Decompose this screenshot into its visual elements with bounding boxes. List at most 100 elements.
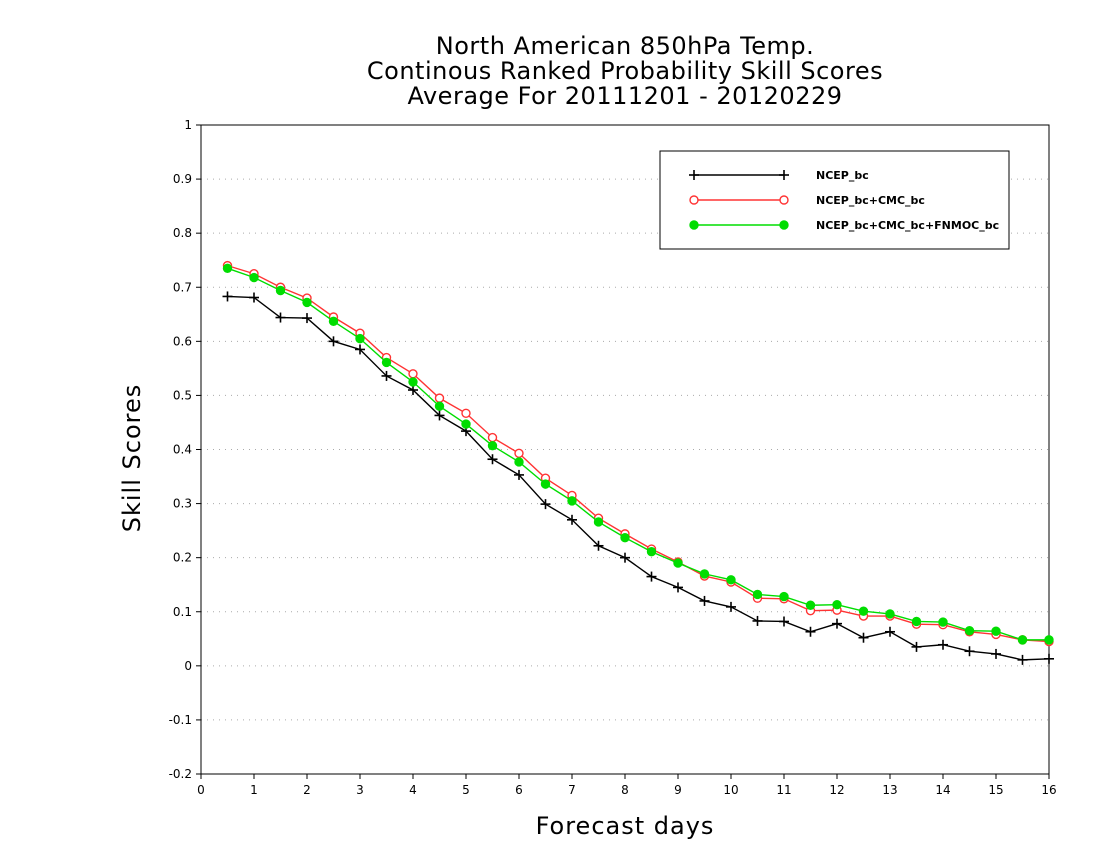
y-tick-label: 0.5	[173, 388, 192, 402]
data-point	[938, 639, 948, 650]
data-point	[275, 312, 286, 323]
data-point	[249, 292, 259, 303]
data-point	[805, 626, 816, 637]
data-point	[514, 469, 524, 480]
x-tick-label: 12	[829, 783, 844, 797]
y-tick-label: 0.7	[173, 280, 192, 294]
data-point	[328, 336, 339, 347]
data-point	[461, 419, 471, 429]
data-point	[964, 646, 975, 657]
series-2	[222, 263, 1054, 645]
data-point	[646, 547, 657, 557]
x-tick-label: 10	[723, 783, 738, 797]
y-tick-label: -0.2	[169, 767, 192, 781]
data-point	[991, 648, 1001, 659]
data-point	[275, 285, 286, 296]
legend-marker	[779, 220, 789, 230]
chart-title: North American 850hPa Temp. Continous Ra…	[0, 34, 1100, 109]
x-tick-label: 14	[935, 783, 950, 797]
data-point	[885, 609, 895, 619]
legend-entry: NCEP_bc	[689, 169, 869, 182]
data-point	[249, 272, 259, 283]
series-group	[222, 260, 1054, 665]
data-point	[620, 552, 630, 563]
data-point	[779, 591, 789, 602]
data-point	[381, 370, 392, 381]
x-axis: 0 1 2 3 4 5 6 7 8 9 10 11 12 13 14 15 16	[197, 774, 1057, 797]
y-tick-label: 0.9	[173, 172, 192, 186]
data-point	[1044, 635, 1054, 645]
grid-lines	[201, 178, 1049, 721]
data-point	[487, 432, 498, 443]
data-point	[779, 616, 789, 627]
y-tick-label: 0.2	[173, 551, 192, 565]
series-line	[227, 264, 1050, 643]
data-point	[514, 448, 524, 458]
data-point	[673, 582, 683, 593]
y-tick-label: 0.1	[173, 605, 192, 619]
data-point	[858, 606, 869, 616]
data-point	[567, 496, 577, 506]
data-point	[832, 600, 842, 610]
legend-marker	[689, 220, 699, 230]
data-point	[434, 393, 445, 403]
series-line	[227, 295, 1050, 661]
data-point	[699, 569, 710, 579]
y-tick-label: 0.3	[173, 497, 192, 511]
data-point	[1017, 635, 1028, 645]
data-point	[461, 408, 471, 418]
legend: NCEP_bc NCEP_bc+CMC_bc NCEP_bc+CMC_bc+FNMO…	[659, 150, 1010, 250]
legend-marker	[689, 170, 699, 180]
y-tick-label: 0.8	[173, 226, 192, 240]
data-point	[1017, 654, 1028, 665]
data-point	[514, 457, 524, 467]
data-point	[646, 571, 657, 582]
legend-label: NCEP_bc+CMC_bc+FNMOC_bc	[816, 219, 999, 232]
x-tick-label: 8	[621, 783, 629, 797]
x-tick-label: 2	[303, 783, 311, 797]
data-point	[567, 514, 577, 525]
data-point	[487, 441, 498, 451]
x-tick-label: 13	[882, 783, 897, 797]
data-point	[593, 540, 604, 551]
data-point	[752, 615, 763, 626]
chart-title-line-2: Continous Ranked Probability Skill Score…	[366, 57, 884, 85]
x-axis-title: Forecast days	[536, 812, 715, 840]
data-point	[540, 479, 551, 489]
y-tick-label: 0	[184, 659, 192, 673]
chart-title-line-1: North American 850hPa Temp.	[435, 32, 815, 60]
data-point	[355, 344, 365, 355]
x-tick-label: 3	[356, 783, 364, 797]
data-point	[832, 618, 842, 629]
x-tick-label: 16	[1041, 783, 1056, 797]
data-point	[328, 316, 339, 327]
series-1	[222, 260, 1054, 647]
data-point	[858, 632, 869, 643]
data-point	[434, 401, 445, 411]
legend-marker	[779, 195, 789, 205]
data-point	[726, 601, 736, 612]
data-point	[911, 641, 922, 652]
data-point	[673, 558, 683, 568]
series-0	[222, 291, 1054, 665]
data-point	[991, 626, 1001, 636]
data-point	[302, 297, 312, 308]
x-tick-label: 1	[250, 783, 258, 797]
data-point	[885, 626, 895, 637]
x-tick-label: 7	[568, 783, 576, 797]
data-point	[408, 385, 418, 396]
data-point	[726, 575, 736, 585]
data-point	[938, 617, 948, 627]
x-tick-label: 4	[409, 783, 417, 797]
x-tick-label: 15	[988, 783, 1003, 797]
data-point	[699, 595, 710, 606]
series-line	[227, 267, 1049, 641]
x-tick-label: 5	[462, 783, 470, 797]
data-point	[222, 291, 233, 302]
legend-marker	[779, 170, 789, 180]
legend-entry: NCEP_bc+CMC_bc	[689, 194, 925, 207]
data-point	[434, 410, 445, 421]
y-tick-label: -0.1	[169, 713, 192, 727]
data-point	[620, 532, 630, 543]
data-point	[302, 313, 312, 324]
